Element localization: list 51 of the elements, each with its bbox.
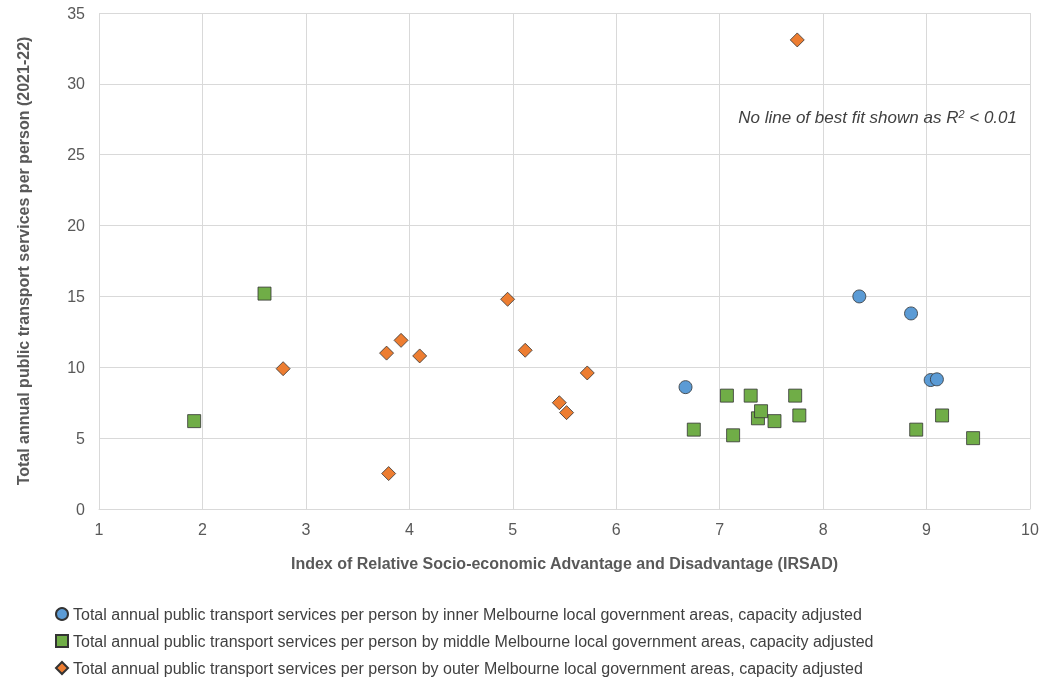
point bbox=[551, 395, 567, 411]
point bbox=[852, 289, 867, 304]
point bbox=[381, 466, 397, 481]
point bbox=[579, 365, 595, 381]
legend-label: Total annual public transport services per person by outer Melbourne local government areas, capacity adjusted bbox=[73, 659, 863, 677]
point bbox=[788, 388, 803, 403]
point bbox=[686, 422, 701, 437]
point bbox=[754, 404, 768, 419]
x-tick-label: 1 bbox=[94, 520, 104, 538]
point bbox=[966, 431, 981, 446]
x-axis-title: Index of Relative Socio-economic Advantage and Disadvantage (IRSAD) bbox=[290, 554, 839, 572]
point bbox=[789, 32, 805, 48]
point bbox=[743, 388, 758, 403]
point bbox=[257, 286, 272, 301]
point bbox=[678, 380, 693, 395]
y-tick-label: 20 bbox=[67, 217, 86, 235]
y-tick-label: 15 bbox=[67, 287, 86, 305]
y-tick-label: 5 bbox=[76, 429, 86, 447]
x-tick-label: 3 bbox=[301, 520, 311, 538]
y-tick-label: 10 bbox=[67, 358, 86, 376]
x-tick-label: 6 bbox=[611, 520, 621, 538]
point bbox=[393, 332, 409, 348]
point bbox=[720, 388, 734, 403]
point bbox=[767, 414, 782, 429]
point bbox=[187, 414, 202, 429]
y-tick-label: 0 bbox=[76, 500, 86, 518]
x-tick-label: 8 bbox=[818, 520, 828, 538]
point bbox=[909, 422, 924, 437]
point bbox=[500, 291, 516, 307]
x-tick-label: 9 bbox=[922, 520, 932, 538]
point bbox=[559, 405, 574, 421]
point bbox=[726, 428, 741, 443]
point bbox=[930, 372, 944, 387]
point bbox=[517, 342, 533, 358]
point bbox=[379, 345, 394, 361]
x-tick-label: 2 bbox=[197, 520, 207, 538]
point bbox=[904, 306, 918, 321]
y-axis-title: Total annual public transport services per person (2021-22) bbox=[14, 36, 32, 486]
x-tick-label: 7 bbox=[715, 520, 725, 538]
legend-label: Total annual public transport services per person by middle Melbourne local government areas, capacity adjusted bbox=[73, 632, 874, 650]
point bbox=[935, 408, 949, 423]
point bbox=[275, 361, 291, 377]
point bbox=[412, 348, 428, 364]
y-tick-label: 35 bbox=[67, 4, 86, 22]
point bbox=[792, 408, 807, 423]
x-tick-label: 10 bbox=[1021, 520, 1039, 538]
y-tick-label: 25 bbox=[67, 146, 86, 164]
x-tick-label: 5 bbox=[508, 520, 518, 538]
y-tick-label: 30 bbox=[67, 75, 86, 93]
x-tick-label: 4 bbox=[404, 520, 414, 538]
legend-label: Total annual public transport services per person by inner Melbourne local government areas, capacity adjusted bbox=[73, 605, 862, 623]
